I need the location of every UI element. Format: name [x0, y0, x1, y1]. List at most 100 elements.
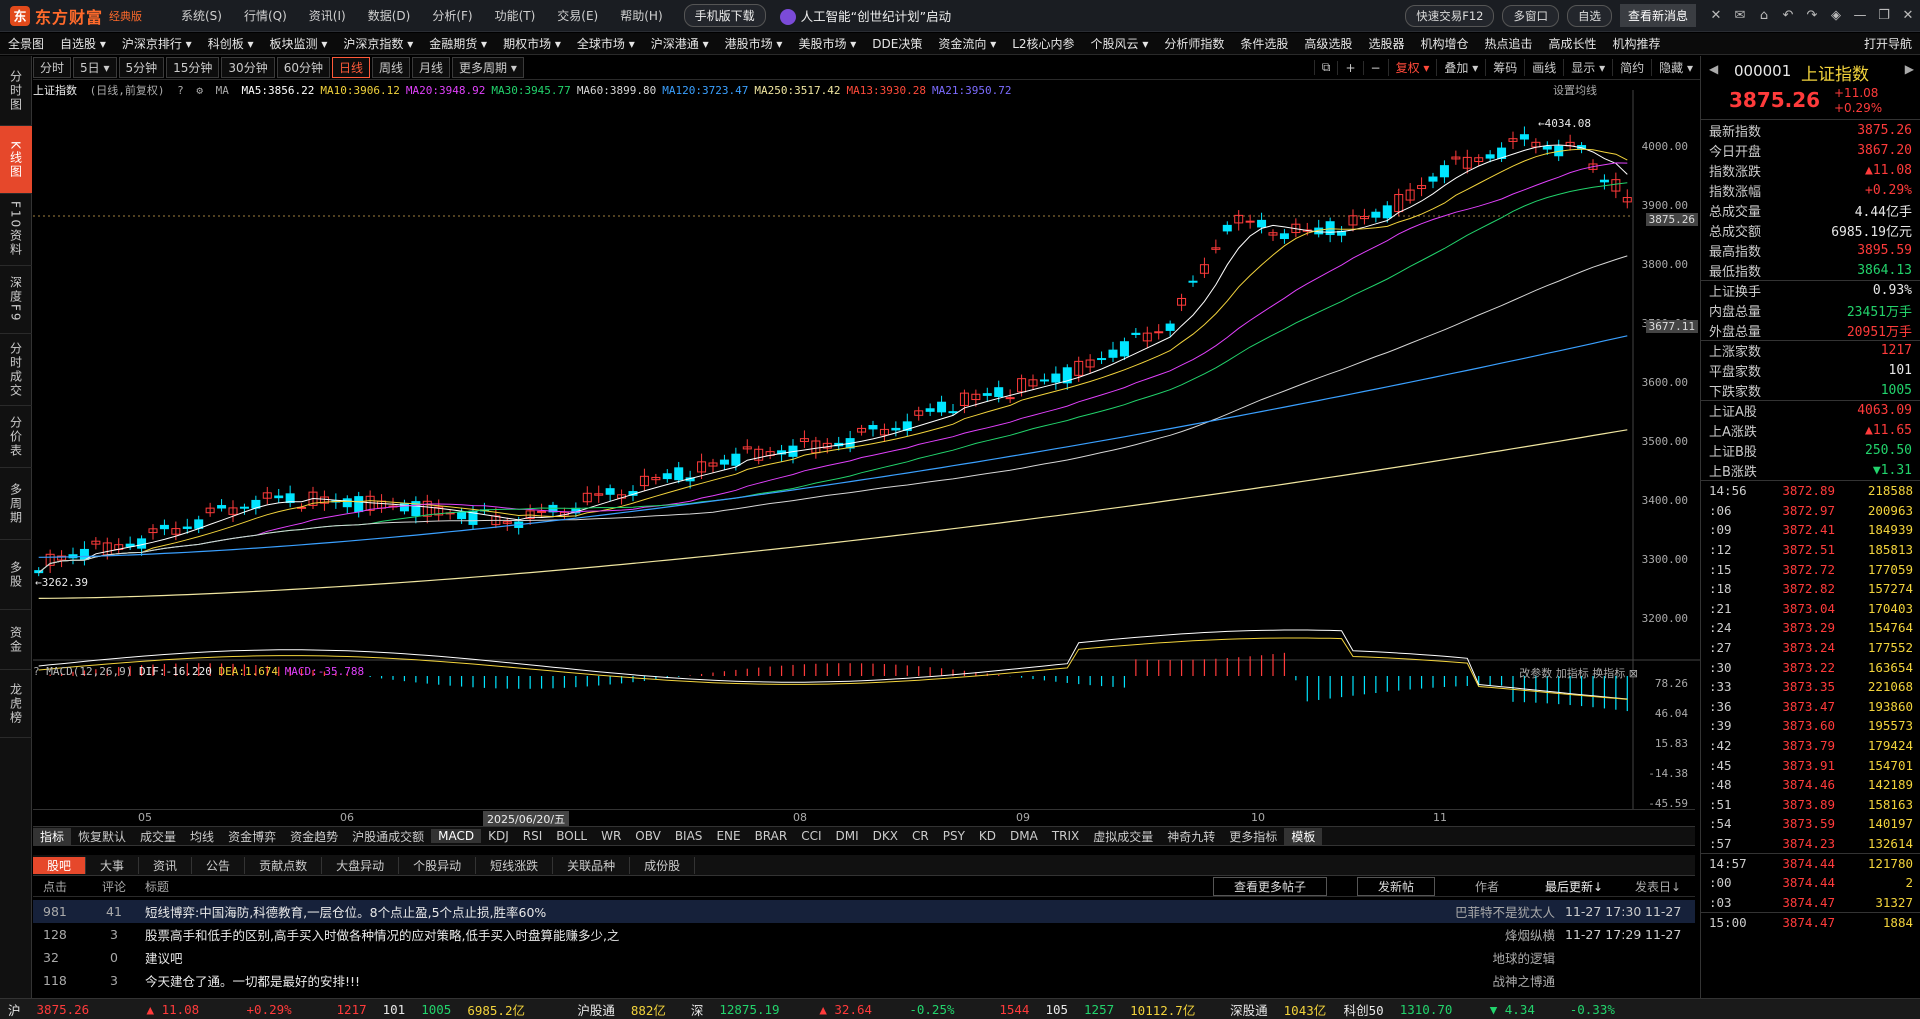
indicator-tab-1[interactable]: 恢复默认 — [78, 829, 127, 844]
indicator-tab-7[interactable]: MACD — [431, 829, 482, 843]
period-tab-3[interactable]: 15分钟 — [166, 57, 220, 78]
nav-item-20[interactable]: 机构增仓 — [1420, 37, 1469, 51]
indicator-tab-26[interactable]: 更多指标 — [1229, 829, 1278, 844]
menu-item-3[interactable]: 数据(D) — [367, 9, 411, 23]
nav-item-0[interactable]: 全景图 — [8, 37, 45, 51]
tool-item-3[interactable]: 画线 — [1524, 59, 1563, 76]
mobile-download-button[interactable]: 手机版下载 — [683, 4, 766, 27]
sidebar-item-9[interactable]: 龙虎榜 — [0, 670, 32, 738]
menu-item-1[interactable]: 行情(Q) — [243, 9, 287, 23]
menu-item-0[interactable]: 系统(S) — [181, 9, 222, 23]
nav-open-button[interactable]: 打开导航 — [1863, 37, 1912, 51]
period-tab-0[interactable]: 分时 — [33, 57, 72, 78]
nav-item-15[interactable]: 个股风云 ▾ — [1090, 37, 1149, 51]
indicator-tab-9[interactable]: RSI — [522, 829, 543, 843]
indicator-tab-2[interactable]: 成交量 — [140, 829, 177, 844]
indicator-tab-17[interactable]: DMI — [835, 829, 859, 843]
restore-icon[interactable]: ❐ — [1878, 8, 1890, 23]
indicator-tab-13[interactable]: BIAS — [674, 829, 703, 843]
macd-actions-label[interactable]: 改参数 加指标 换指标 — [1519, 667, 1626, 680]
nav-item-12[interactable]: DDE决策 — [872, 37, 923, 51]
help-icon[interactable]: ? — [177, 84, 184, 97]
indicator-tab-5[interactable]: 资金趋势 — [290, 829, 339, 844]
col-posted[interactable]: 发表日↓ — [1635, 880, 1682, 894]
sidebar-item-1[interactable]: K线图 — [0, 126, 32, 194]
forum-tab-1[interactable]: 大事 — [86, 856, 140, 874]
sidebar-item-0[interactable]: 分时图 — [0, 56, 32, 126]
nav-item-1[interactable]: 自选股 ▾ — [60, 37, 106, 51]
nav-item-21[interactable]: 热点追击 — [1484, 37, 1533, 51]
nav-item-10[interactable]: 港股市场 ▾ — [724, 37, 783, 51]
close-msg-icon[interactable]: ✕ — [1710, 8, 1722, 23]
indicator-tab-0[interactable]: 指标 — [33, 827, 72, 845]
post-title[interactable]: 今天建仓了通。一切都是最好的安排!!! — [145, 974, 361, 989]
prev-stock-icon[interactable]: ◀ — [1709, 62, 1719, 76]
indicator-tab-6[interactable]: 沪股通成交额 — [352, 829, 425, 844]
period-tab-8[interactable]: 月线 — [412, 57, 451, 78]
close-icon[interactable]: ✕ — [1902, 8, 1914, 23]
forum-row[interactable]: 981 41 短线博弈:中国海防,科德教育,一层仓位。8个点止盈,5个点止损,胜率6… — [33, 900, 1695, 923]
indicator-tab-10[interactable]: BOLL — [556, 829, 588, 843]
col-title[interactable]: 标题 — [145, 880, 170, 894]
fullscreen-icon[interactable]: ⧉ — [1313, 60, 1338, 75]
nav-item-7[interactable]: 期权市场 ▾ — [503, 37, 561, 51]
nav-item-16[interactable]: 分析师指数 — [1164, 37, 1225, 51]
col-comments[interactable]: 评论 — [101, 880, 126, 894]
macd-help-icon[interactable]: ? — [33, 665, 40, 678]
skin-icon[interactable]: ◈ — [1831, 8, 1841, 23]
forum-tab-2[interactable]: 资讯 — [139, 856, 193, 874]
indicator-tab-11[interactable]: WR — [601, 829, 622, 843]
forum-tab-7[interactable]: 短线涨跌 — [476, 856, 554, 874]
more-posts-button[interactable]: 查看更多帖子 — [1212, 877, 1327, 896]
ma-settings-button[interactable]: 设置均线 — [1553, 85, 1597, 97]
indicator-tab-22[interactable]: DMA — [1010, 829, 1038, 843]
indicator-tab-15[interactable]: BRAR — [754, 829, 788, 843]
sidebar-item-3[interactable]: 深度F9 — [0, 266, 32, 334]
nav-item-23[interactable]: 机构推荐 — [1612, 37, 1661, 51]
menu-item-4[interactable]: 分析(F) — [432, 9, 473, 23]
forum-tab-9[interactable]: 成份股 — [630, 856, 696, 874]
forum-row[interactable]: 128 3 股票高手和低手的区别,高手买入时做各种情况的应对策略,低手买入时盘算能赚… — [33, 923, 1695, 946]
nav-item-19[interactable]: 选股器 — [1368, 37, 1405, 51]
indicator-tab-20[interactable]: PSY — [942, 829, 965, 843]
sidebar-item-7[interactable]: 多股 — [0, 540, 32, 610]
indicator-tab-19[interactable]: CR — [912, 829, 929, 843]
indicator-tab-24[interactable]: 虚拟成交量 — [1093, 829, 1154, 844]
tool-item-2[interactable]: 筹码 — [1485, 59, 1524, 76]
forum-tab-8[interactable]: 关联品种 — [553, 856, 631, 874]
nav-item-14[interactable]: L2核心内参 — [1012, 37, 1075, 51]
post-title[interactable]: 短线博弈:中国海防,科德教育,一层仓位。8个点止盈,5个点止损,胜率60% — [145, 905, 547, 920]
nav-item-11[interactable]: 美股市场 ▾ — [798, 37, 857, 51]
post-title[interactable]: 股票高手和低手的区别,高手买入时做各种情况的应对策略,低手买入时盘算能赚多少,之 — [145, 928, 620, 943]
post-author[interactable]: 烽烟纵横 — [1504, 928, 1555, 943]
nav-item-6[interactable]: 金融期货 ▾ — [429, 37, 488, 51]
forum-tab-6[interactable]: 个股异动 — [399, 856, 477, 874]
post-title[interactable]: 建议吧 — [145, 951, 183, 966]
col-updated[interactable]: 最后更新↓ — [1545, 880, 1604, 894]
post-author[interactable]: 地球的逻辑 — [1492, 951, 1555, 966]
period-tab-7[interactable]: 周线 — [372, 57, 411, 78]
col-clicks[interactable]: 点击 — [43, 880, 68, 894]
self-select-button[interactable]: 自选 — [1566, 4, 1612, 27]
multi-window-button[interactable]: 多窗口 — [1502, 4, 1559, 27]
nav-item-18[interactable]: 高级选股 — [1304, 37, 1353, 51]
period-tab-4[interactable]: 30分钟 — [221, 57, 275, 78]
menu-item-7[interactable]: 帮助(H) — [620, 9, 663, 23]
indicator-tab-12[interactable]: OBV — [635, 829, 661, 843]
forum-tab-3[interactable]: 公告 — [192, 856, 246, 874]
col-author[interactable]: 作者 — [1475, 880, 1500, 894]
period-tab-9[interactable]: 更多周期 ▾ — [452, 57, 524, 78]
indicator-tab-21[interactable]: KD — [978, 829, 997, 843]
tool-item-0[interactable]: 复权 ▾ — [1387, 59, 1437, 76]
nav-item-2[interactable]: 沪深京排行 ▾ — [121, 37, 192, 51]
tool-item-5[interactable]: 简约 — [1612, 59, 1651, 76]
back-icon[interactable]: ↶ — [1782, 8, 1794, 23]
minimize-icon[interactable]: — — [1853, 8, 1867, 23]
forward-icon[interactable]: ↷ — [1806, 8, 1818, 23]
quick-trade-button[interactable]: 快速交易F12 — [1405, 4, 1495, 27]
tool-item-6[interactable]: 隐藏 ▾ — [1651, 59, 1700, 76]
sidebar-item-5[interactable]: 分价表 — [0, 406, 32, 468]
forum-tab-5[interactable]: 大盘异动 — [322, 856, 400, 874]
home-icon[interactable]: ⌂ — [1759, 8, 1769, 23]
sidebar-item-8[interactable]: 资金 — [0, 610, 32, 670]
